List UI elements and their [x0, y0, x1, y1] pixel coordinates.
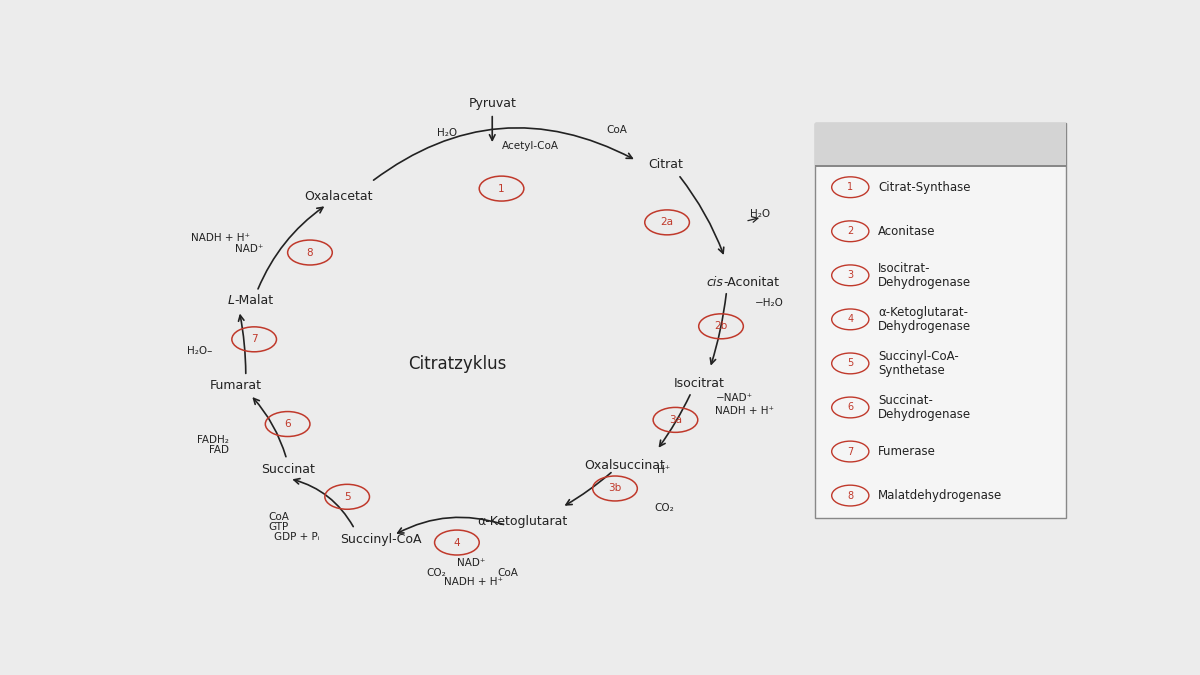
- Text: Dehydrogenase: Dehydrogenase: [878, 275, 971, 289]
- Text: CoA: CoA: [498, 568, 518, 578]
- Text: Fumerase: Fumerase: [878, 445, 936, 458]
- Text: Citrat-Synthase: Citrat-Synthase: [878, 181, 971, 194]
- Text: NADH + H⁺: NADH + H⁺: [715, 406, 774, 416]
- Text: α-Ketoglutarat: α-Ketoglutarat: [476, 515, 568, 529]
- Text: 3: 3: [847, 270, 853, 280]
- Text: Isocitrat: Isocitrat: [673, 377, 724, 390]
- Text: 3a: 3a: [668, 415, 682, 425]
- Text: Citrat: Citrat: [649, 158, 684, 171]
- Text: cis: cis: [706, 276, 722, 289]
- Text: 4: 4: [847, 315, 853, 325]
- Text: CO₂: CO₂: [426, 568, 446, 578]
- Text: NAD⁺: NAD⁺: [235, 244, 264, 254]
- Text: 1: 1: [847, 182, 853, 192]
- Text: H₂O: H₂O: [750, 209, 770, 219]
- Text: Succinat-: Succinat-: [878, 394, 934, 407]
- Text: Succinat: Succinat: [260, 463, 314, 477]
- Text: Dehydrogenase: Dehydrogenase: [878, 320, 971, 333]
- Text: -Aconitat: -Aconitat: [722, 276, 779, 289]
- Text: Succinyl-CoA: Succinyl-CoA: [340, 533, 421, 546]
- Text: Isocitrat-: Isocitrat-: [878, 262, 931, 275]
- Text: 4: 4: [454, 537, 461, 547]
- Text: α-Ketoglutarat-: α-Ketoglutarat-: [878, 306, 968, 319]
- FancyBboxPatch shape: [815, 123, 1066, 518]
- Text: 5: 5: [344, 492, 350, 502]
- Text: H₂O–: H₂O–: [187, 346, 212, 356]
- Text: 3b: 3b: [608, 483, 622, 493]
- Text: GTP: GTP: [269, 522, 288, 532]
- Text: -Malat: -Malat: [235, 294, 274, 307]
- Text: Pyruvat: Pyruvat: [468, 97, 516, 110]
- Text: Succinyl-CoA-: Succinyl-CoA-: [878, 350, 959, 363]
- Text: Oxalacetat: Oxalacetat: [305, 190, 373, 203]
- Text: Acetyl-CoA: Acetyl-CoA: [502, 141, 558, 151]
- Text: Aconitase: Aconitase: [878, 225, 936, 238]
- Text: Citratzyklus: Citratzyklus: [408, 355, 506, 373]
- Text: 2: 2: [847, 226, 853, 236]
- Text: NAD⁺: NAD⁺: [457, 558, 485, 568]
- Text: Oxalsuccinat: Oxalsuccinat: [584, 459, 665, 472]
- Text: CoA: CoA: [606, 126, 628, 136]
- Text: Malatdehydrogenase: Malatdehydrogenase: [878, 489, 1002, 502]
- Text: Dehydrogenase: Dehydrogenase: [878, 408, 971, 421]
- Text: 2a: 2a: [660, 217, 673, 227]
- Text: FAD: FAD: [209, 445, 229, 455]
- Text: H⁺: H⁺: [656, 465, 670, 475]
- Text: 6: 6: [847, 402, 853, 412]
- Text: 8: 8: [307, 248, 313, 258]
- Text: CO₂: CO₂: [654, 504, 674, 513]
- Text: −NAD⁺: −NAD⁺: [715, 393, 752, 403]
- Text: 7: 7: [847, 447, 853, 456]
- Text: L: L: [228, 294, 235, 307]
- Text: 5: 5: [847, 358, 853, 369]
- Text: NADH + H⁺: NADH + H⁺: [444, 577, 503, 587]
- Text: −H₂O: −H₂O: [755, 298, 784, 308]
- Text: FADH₂: FADH₂: [197, 435, 229, 445]
- FancyBboxPatch shape: [815, 123, 1066, 165]
- Text: 1: 1: [498, 184, 505, 194]
- Text: CoA: CoA: [268, 512, 289, 522]
- Text: 2b: 2b: [714, 321, 727, 331]
- Text: 8: 8: [847, 491, 853, 501]
- Text: NADH + H⁺: NADH + H⁺: [192, 233, 251, 243]
- Text: GDP + Pᵢ: GDP + Pᵢ: [274, 533, 319, 542]
- Text: H₂O: H₂O: [437, 128, 457, 138]
- FancyBboxPatch shape: [815, 165, 1066, 167]
- Text: Synthetase: Synthetase: [878, 364, 944, 377]
- Text: Fumarat: Fumarat: [210, 379, 262, 391]
- Text: 7: 7: [251, 334, 258, 344]
- Text: Enzyme: Enzyme: [911, 137, 971, 151]
- Text: 6: 6: [284, 419, 290, 429]
